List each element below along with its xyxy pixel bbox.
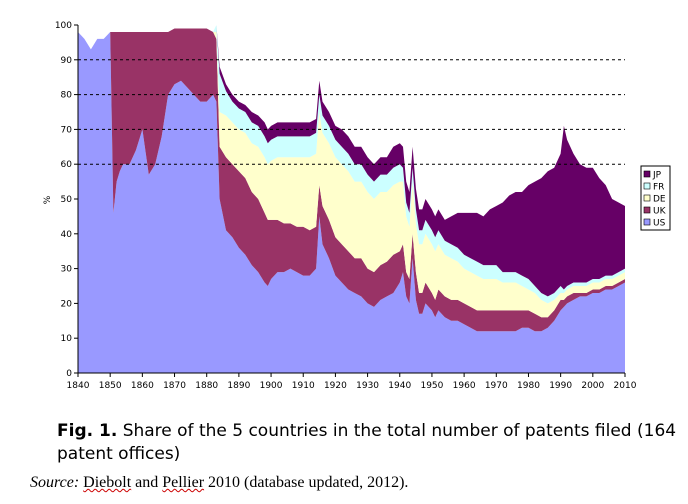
y-tick-label: 70 bbox=[61, 125, 73, 135]
legend-label-uk: UK bbox=[653, 207, 667, 217]
series-area-de bbox=[78, 28, 625, 318]
legend-swatch-us bbox=[643, 218, 651, 226]
legend-label-de: DE bbox=[653, 195, 666, 205]
x-tick-label: 1970 bbox=[485, 381, 508, 391]
source-author-2: Pellier bbox=[162, 474, 205, 491]
y-tick-label: 40 bbox=[61, 230, 73, 240]
legend-swatch-de bbox=[643, 194, 651, 202]
x-tick-label: 1890 bbox=[227, 381, 250, 391]
y-tick-label: 10 bbox=[61, 334, 73, 344]
legend-swatch-jp bbox=[643, 170, 651, 178]
y-tick-label: 0 bbox=[66, 369, 72, 379]
gridlines bbox=[78, 59, 625, 165]
x-tick-label: 1880 bbox=[195, 381, 218, 391]
x-tick-label: 1990 bbox=[549, 381, 572, 391]
y-tick-label: 100 bbox=[55, 21, 72, 31]
figure-label: Fig. 1. bbox=[57, 421, 118, 441]
series-area-us bbox=[78, 32, 625, 373]
y-axis-label: % bbox=[43, 195, 53, 204]
source-label: Source: bbox=[30, 474, 80, 491]
x-tick-label: 2010 bbox=[614, 381, 637, 391]
y-tick-label: 80 bbox=[61, 91, 73, 101]
legend-label-fr: FR bbox=[653, 183, 664, 193]
axes: 0 10 20 30 40 50 60 70 80 90 100 1840 1850 1860 1870 18… bbox=[55, 21, 637, 391]
x-tick-label: 1960 bbox=[453, 381, 476, 391]
legend-swatch-fr bbox=[643, 182, 651, 190]
series-area-fr bbox=[78, 25, 625, 304]
y-tick-label: 50 bbox=[61, 195, 73, 205]
legend-label-us: US bbox=[653, 219, 666, 229]
series-area-jp bbox=[78, 25, 625, 297]
x-tick-label: 1840 bbox=[67, 381, 90, 391]
x-tick-label: 1950 bbox=[420, 381, 443, 391]
series-area-uk bbox=[78, 28, 625, 332]
x-tick-label: 1870 bbox=[163, 381, 186, 391]
source-note: Source: Diebolt and Pellier 2010 (databa… bbox=[30, 474, 408, 492]
y-tick-label: 60 bbox=[61, 160, 73, 170]
source-rest: 2010 (database updated, 2012). bbox=[208, 474, 409, 491]
y-tick-label: 20 bbox=[61, 299, 73, 309]
x-tick-label: 1980 bbox=[517, 381, 540, 391]
y-tick-label: 90 bbox=[61, 56, 73, 66]
caption-text: Share of the 5 countries in the total nu… bbox=[57, 421, 677, 464]
legend-swatch-uk bbox=[643, 206, 651, 214]
x-tick-label: 1920 bbox=[324, 381, 347, 391]
series-areas bbox=[78, 25, 625, 373]
x-tick-label: 2000 bbox=[581, 381, 604, 391]
x-tick-label: 1930 bbox=[356, 381, 379, 391]
chart-area: 0 10 20 30 40 50 60 70 80 90 100 1840 1850 1860 1870 18… bbox=[43, 21, 671, 391]
stacked-area-chart: 0 10 20 30 40 50 60 70 80 90 100 1840 1850 1860 1870 18… bbox=[43, 21, 671, 391]
source-author-1: Diebolt bbox=[83, 474, 132, 491]
x-tick-label: 1940 bbox=[388, 381, 411, 391]
x-tick-label: 1860 bbox=[131, 381, 154, 391]
legend-label-jp: JP bbox=[652, 171, 662, 181]
x-tick-label: 1910 bbox=[292, 381, 315, 391]
y-tick-label: 30 bbox=[61, 265, 73, 275]
source-and: and bbox=[135, 474, 159, 491]
figure-caption: Fig. 1. Share of the 5 countries in the … bbox=[57, 420, 677, 466]
legend: JP FR DE UK US bbox=[640, 165, 671, 231]
x-tick-label: 1900 bbox=[260, 381, 283, 391]
x-tick-label: 1850 bbox=[99, 381, 122, 391]
